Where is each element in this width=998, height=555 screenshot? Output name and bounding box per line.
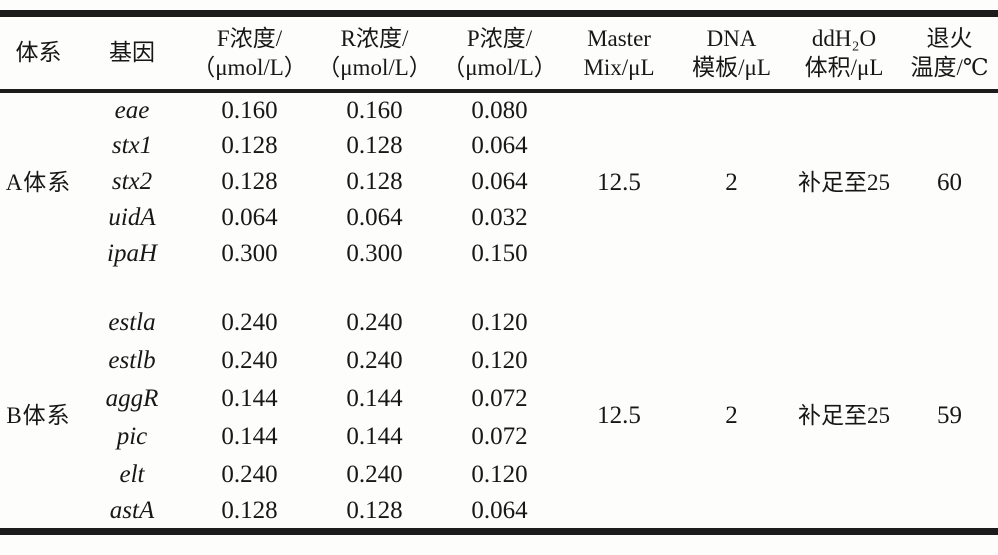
r-concentration-cell: 0.128 [346, 496, 403, 524]
r-concentration-cell: 0.240 [346, 346, 403, 374]
r-concentration-cell: 0.240 [346, 460, 403, 488]
r-concentration-cell: 0.300 [346, 239, 403, 267]
f-concentration-cell: 0.144 [221, 384, 278, 412]
system-cell: A体系 [5, 169, 72, 195]
header-text-line1: R浓度/ [340, 25, 409, 51]
dna-template-cell: 2 [725, 401, 738, 429]
header-text-line1: P浓度/ [466, 25, 533, 51]
gene-cell: astA [109, 496, 155, 524]
header-text-line2: 模板/μL [692, 55, 771, 80]
col-header-r-concentration: R浓度/ （μmol/L） [312, 13, 437, 93]
f-concentration-cell: 0.160 [221, 96, 278, 124]
r-concentration-cell: 0.144 [346, 422, 403, 450]
p-concentration-cell: 0.064 [471, 167, 528, 195]
table-row: uidA 0.064 0.064 0.032 [0, 199, 998, 235]
header-text-line1: Master [587, 25, 651, 51]
col-header-f-concentration: F浓度/ （μmol/L） [187, 13, 312, 93]
table-row: B体系 estla 0.240 0.240 0.120 12.5 2 补足至25… [0, 303, 998, 428]
header-text-line1: 退火 [926, 25, 973, 51]
header-text-line2: 体积/μL [804, 55, 884, 80]
header-text: 体系 [15, 40, 62, 66]
r-concentration-cell: 0.144 [346, 384, 403, 412]
col-header-system: 体系 [0, 13, 77, 93]
table-row: aggR 0.144 0.144 0.072 [0, 379, 998, 417]
header-text-line2: （μmol/L） [192, 55, 307, 80]
pcr-reaction-system-table: 体系 基因 F浓度/ （μmol/L） R浓度/ （μmol/L） P浓度/ （… [0, 10, 998, 535]
system-b-group: B体系 estla 0.240 0.240 0.120 12.5 2 补足至25… [0, 303, 998, 531]
f-concentration-cell: 0.240 [221, 308, 278, 336]
gene-cell: estlb [108, 346, 156, 374]
col-header-annealing-temp: 退火 温度/℃ [901, 13, 998, 93]
p-concentration-cell: 0.072 [471, 422, 528, 450]
master-mix-cell: 12.5 [597, 168, 641, 196]
table-row: A体系 eae 0.160 0.160 0.080 12.5 2 补足至25 6… [0, 91, 998, 195]
f-concentration-cell: 0.240 [221, 346, 278, 374]
f-concentration-cell: 0.300 [221, 239, 278, 267]
header-text-line2: 温度/℃ [910, 55, 989, 80]
header-text-line2: （μmol/L） [442, 55, 557, 80]
header-text-line1: F浓度/ [216, 25, 283, 51]
system-a-group: A体系 eae 0.160 0.160 0.080 12.5 2 补足至25 6… [0, 91, 998, 271]
col-header-gene: 基因 [77, 13, 187, 93]
r-concentration-cell: 0.064 [346, 203, 403, 231]
table-row: elt 0.240 0.240 0.120 [0, 455, 998, 493]
f-concentration-cell: 0.128 [221, 167, 278, 195]
annealing-temp-cell: 59 [937, 401, 962, 429]
r-concentration-cell: 0.128 [346, 131, 403, 159]
f-concentration-cell: 0.128 [221, 496, 278, 524]
separator-cell [0, 271, 998, 303]
gene-cell: eae [114, 96, 150, 124]
header-text: 基因 [109, 40, 155, 66]
ddh2o-volume-cell: 补足至25 [798, 169, 890, 195]
p-concentration-cell: 0.072 [471, 384, 528, 412]
f-concentration-cell: 0.240 [221, 460, 278, 488]
header-text-line1: DNA [706, 25, 757, 51]
table-row: pic 0.144 0.144 0.072 [0, 417, 998, 455]
header-row: 体系 基因 F浓度/ （μmol/L） R浓度/ （μmol/L） P浓度/ （… [0, 13, 998, 93]
table-row: astA 0.128 0.128 0.064 [0, 493, 998, 531]
table-row: estlb 0.240 0.240 0.120 [0, 341, 998, 379]
table-row: stx1 0.128 0.128 0.064 [0, 127, 998, 163]
group-separator [0, 271, 998, 303]
annealing-temp-cell: 60 [937, 168, 962, 196]
gene-cell: stx1 [111, 131, 153, 159]
col-header-master-mix: Master Mix/μL [562, 13, 676, 93]
system-cell: B体系 [6, 402, 71, 428]
f-concentration-cell: 0.128 [221, 131, 278, 159]
separator-row [0, 271, 998, 303]
table-row: ipaH 0.300 0.300 0.150 [0, 235, 998, 271]
p-concentration-cell: 0.064 [471, 496, 528, 524]
f-concentration-cell: 0.144 [221, 422, 278, 450]
table-row: stx2 0.128 0.128 0.064 [0, 163, 998, 199]
header-text-line2: Mix/μL [583, 55, 655, 80]
table-header: 体系 基因 F浓度/ （μmol/L） R浓度/ （μmol/L） P浓度/ （… [0, 13, 998, 93]
p-concentration-cell: 0.064 [471, 131, 528, 159]
gene-cell: estla [108, 308, 156, 336]
dna-template-cell: 2 [725, 168, 738, 196]
header-text-line2: （μmol/L） [317, 55, 432, 80]
r-concentration-cell: 0.160 [346, 96, 403, 124]
col-header-dna-template: DNA 模板/μL [676, 13, 787, 93]
header-text-line1: ddH₂O [811, 25, 877, 51]
gene-cell: pic [116, 422, 148, 450]
r-concentration-cell: 0.128 [346, 167, 403, 195]
gene-cell: ipaH [107, 239, 157, 267]
gene-cell: aggR [105, 384, 159, 412]
col-header-ddh2o-volume: ddH₂O 体积/μL [787, 13, 901, 93]
master-mix-cell: 12.5 [597, 401, 641, 429]
p-concentration-cell: 0.032 [471, 203, 528, 231]
r-concentration-cell: 0.240 [346, 308, 403, 336]
p-concentration-cell: 0.150 [471, 239, 528, 267]
gene-cell: elt [119, 460, 145, 488]
gene-cell: stx2 [111, 167, 153, 195]
f-concentration-cell: 0.064 [221, 203, 278, 231]
p-concentration-cell: 0.120 [471, 308, 528, 336]
p-concentration-cell: 0.120 [471, 460, 528, 488]
col-header-p-concentration: P浓度/ （μmol/L） [437, 13, 562, 93]
p-concentration-cell: 0.120 [471, 346, 528, 374]
ddh2o-volume-cell: 补足至25 [798, 402, 890, 428]
gene-cell: uidA [108, 203, 156, 231]
p-concentration-cell: 0.080 [471, 96, 528, 124]
